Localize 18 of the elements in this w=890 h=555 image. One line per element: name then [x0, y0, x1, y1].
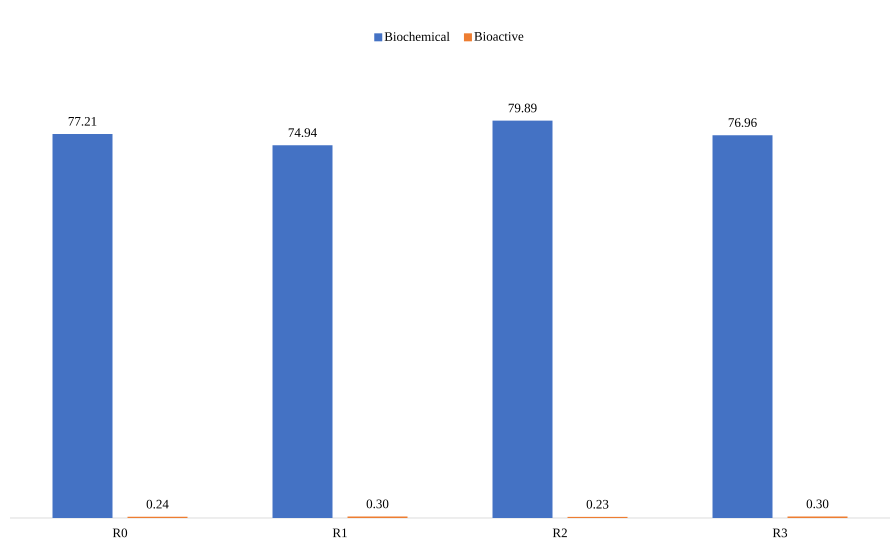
x-tick-label: R0 [112, 528, 128, 538]
x-tick-label: R1 [332, 528, 347, 538]
x-tick-label: R3 [772, 528, 788, 538]
data-label: 0.24 [146, 500, 169, 509]
legend-label: Bioactive [474, 32, 524, 41]
data-label: 79.89 [508, 104, 537, 112]
x-tick-label: R2 [552, 528, 567, 538]
legend-label: Biochemical [384, 32, 450, 41]
data-label: 76.96 [728, 118, 757, 128]
bar [52, 134, 113, 518]
bar [712, 135, 773, 518]
data-label: 0.30 [806, 499, 828, 508]
data-label: 74.94 [288, 128, 317, 138]
bar [492, 120, 553, 518]
data-label: 0.23 [586, 500, 608, 509]
data-label: 77.21 [68, 116, 96, 126]
data-label: 0.30 [366, 499, 388, 508]
bar [272, 145, 333, 518]
